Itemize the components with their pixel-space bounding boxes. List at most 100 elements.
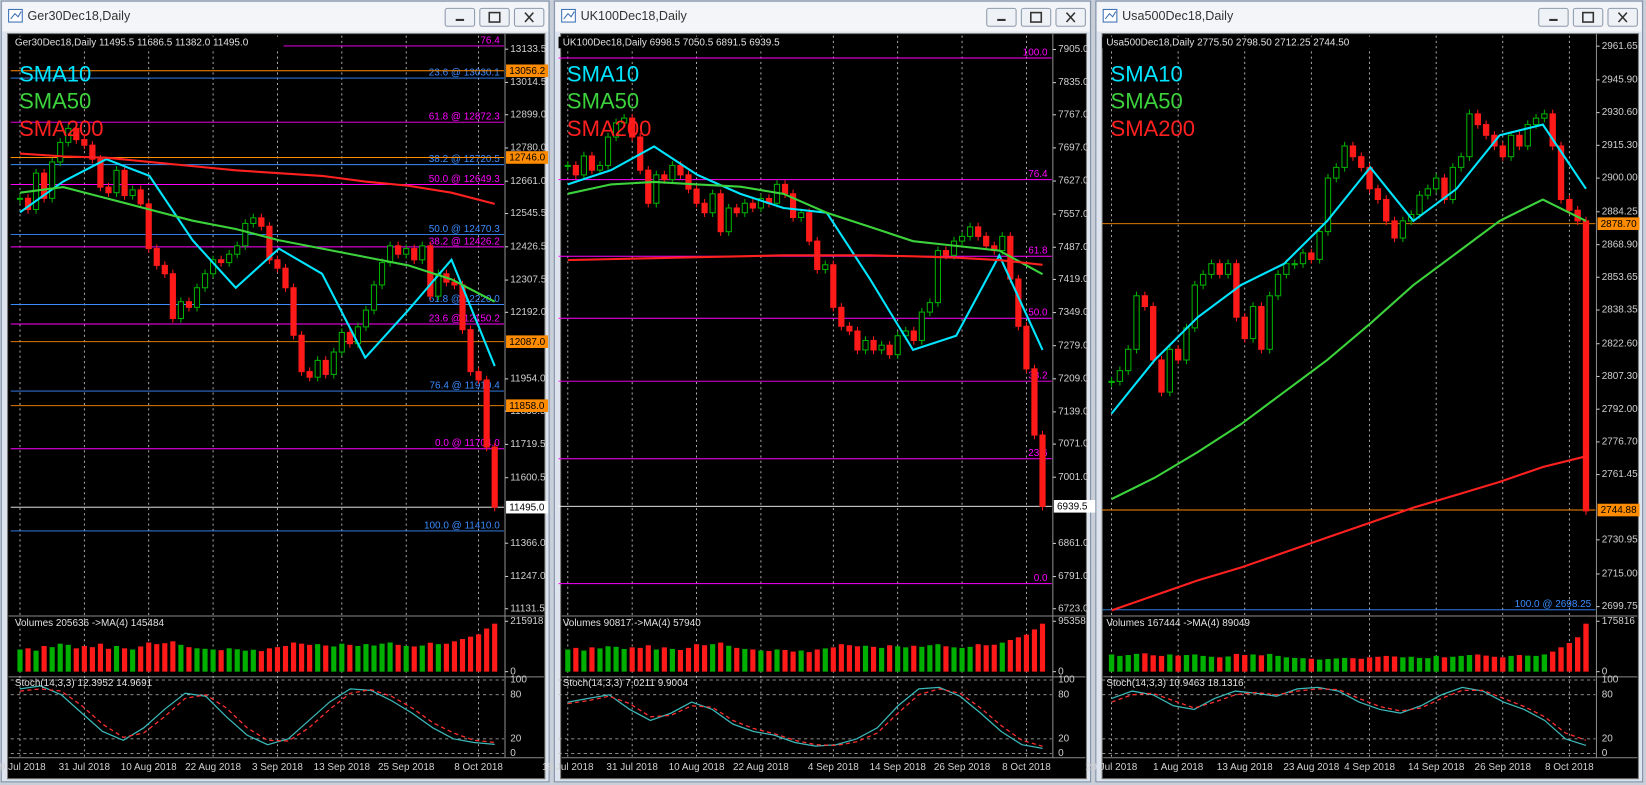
minimize-button[interactable] bbox=[444, 7, 476, 27]
candle bbox=[185, 301, 193, 308]
volume-bar bbox=[790, 651, 796, 672]
volume-bar bbox=[1250, 654, 1256, 672]
candle bbox=[1116, 370, 1124, 382]
legend-entry: SMA200 bbox=[567, 116, 651, 141]
volume-bar bbox=[758, 650, 764, 672]
y-tick-label: 0 bbox=[1058, 748, 1064, 759]
candle bbox=[411, 248, 418, 261]
level-label: 61.8 @ 12872.3 bbox=[429, 112, 500, 123]
maximize-button[interactable] bbox=[1020, 7, 1052, 27]
volume-bar bbox=[726, 645, 732, 672]
y-tick-label: 175816 bbox=[1602, 616, 1636, 627]
volume-bar bbox=[162, 643, 168, 672]
y-tick-label: 2900.00 bbox=[1602, 173, 1638, 184]
volume-bar bbox=[274, 647, 281, 672]
y-tick-label: 6861.0 bbox=[1058, 538, 1089, 549]
volume-bar bbox=[887, 645, 893, 672]
volume-bar bbox=[1366, 657, 1373, 672]
price-tag bbox=[1597, 503, 1640, 517]
close-glyph bbox=[1065, 12, 1076, 23]
level-label: 23.6 bbox=[1028, 448, 1048, 459]
window-icon bbox=[1102, 8, 1118, 23]
candle bbox=[1532, 117, 1540, 126]
volume-bar bbox=[379, 643, 385, 672]
candle bbox=[983, 235, 990, 247]
volume-bar bbox=[299, 643, 305, 672]
candle bbox=[1349, 145, 1357, 158]
price-tag bbox=[1597, 217, 1640, 230]
candle bbox=[1474, 113, 1481, 126]
volume-bar bbox=[1316, 659, 1323, 672]
x-tick-label: 14 Sep 2018 bbox=[1408, 762, 1465, 773]
maximize-button[interactable] bbox=[1572, 7, 1604, 27]
moving-average-line bbox=[567, 145, 1044, 352]
volume-bar bbox=[830, 647, 836, 672]
volume-bar bbox=[476, 634, 482, 672]
candle bbox=[145, 203, 152, 250]
moving-average-line bbox=[19, 158, 496, 367]
volume-bar bbox=[766, 651, 772, 672]
candle bbox=[1308, 252, 1315, 260]
candle bbox=[298, 334, 305, 373]
volume-bar bbox=[734, 647, 740, 672]
candle bbox=[16, 197, 24, 200]
volume-bar bbox=[387, 642, 393, 672]
y-tick-label: 11131.5 bbox=[510, 603, 545, 614]
volume-bar bbox=[605, 646, 611, 672]
stochastic-line bbox=[1111, 688, 1587, 741]
volume-bar bbox=[1400, 657, 1406, 672]
candle bbox=[1316, 231, 1323, 260]
moving-average-line bbox=[1111, 455, 1587, 612]
level-label: 76.4 bbox=[480, 35, 500, 46]
minimize-button[interactable] bbox=[1538, 7, 1569, 27]
volume-bar bbox=[1133, 653, 1140, 672]
volume-bar bbox=[613, 646, 619, 672]
x-tick-label: 8 Oct 2018 bbox=[1545, 762, 1594, 773]
stochastic-label: Stoch(14,3,3) 7.0211 9.9004 bbox=[563, 678, 689, 689]
y-tick-label: 215918 bbox=[510, 616, 544, 627]
y-tick-label: 12426.5 bbox=[510, 241, 546, 252]
volume-bar bbox=[565, 649, 571, 672]
stochastic-line bbox=[1111, 686, 1587, 747]
level-label: 61.8 bbox=[1028, 246, 1048, 257]
candle bbox=[73, 127, 80, 141]
volume-bar bbox=[484, 628, 490, 672]
candle bbox=[41, 172, 48, 199]
volume-bar bbox=[202, 648, 208, 672]
volume-bar bbox=[943, 646, 949, 672]
volume-bar bbox=[1200, 655, 1206, 672]
window-title: Usa500Dec18,Daily bbox=[1122, 9, 1234, 23]
candle bbox=[1566, 198, 1573, 211]
candle bbox=[81, 139, 88, 146]
candle bbox=[491, 446, 498, 508]
candle bbox=[1524, 124, 1531, 147]
level-label: 50.0 @ 12649.3 bbox=[429, 174, 500, 185]
candle bbox=[419, 245, 426, 261]
candle bbox=[669, 164, 676, 181]
candle bbox=[588, 155, 596, 171]
price-tag bbox=[506, 399, 549, 412]
volume-bar bbox=[951, 647, 957, 672]
volume-bar bbox=[597, 648, 603, 672]
candle bbox=[846, 325, 853, 332]
candle bbox=[629, 117, 636, 138]
info-bg bbox=[1102, 36, 1376, 49]
y-tick-label: 7905.0 bbox=[1058, 44, 1089, 55]
volume-bar bbox=[999, 642, 1005, 672]
x-tick-label: 8 Oct 2018 bbox=[454, 762, 503, 773]
volume-bar bbox=[1007, 639, 1013, 672]
volume-bar bbox=[702, 645, 708, 672]
volume-bar bbox=[1558, 647, 1564, 672]
volume-bar bbox=[1383, 655, 1389, 672]
volume-bar bbox=[975, 644, 981, 672]
y-tick-label: 95358 bbox=[1058, 616, 1086, 627]
volume-bar bbox=[1341, 657, 1348, 672]
volume-bar bbox=[97, 643, 104, 672]
stochastic-line bbox=[567, 688, 1043, 747]
volume-bar bbox=[1300, 658, 1306, 672]
volume-bar bbox=[581, 650, 587, 672]
minimize-button[interactable] bbox=[986, 7, 1017, 27]
volume-bar bbox=[1175, 655, 1181, 672]
maximize-button[interactable] bbox=[479, 7, 510, 27]
level-label: 50.0 @ 12470.3 bbox=[429, 224, 500, 235]
